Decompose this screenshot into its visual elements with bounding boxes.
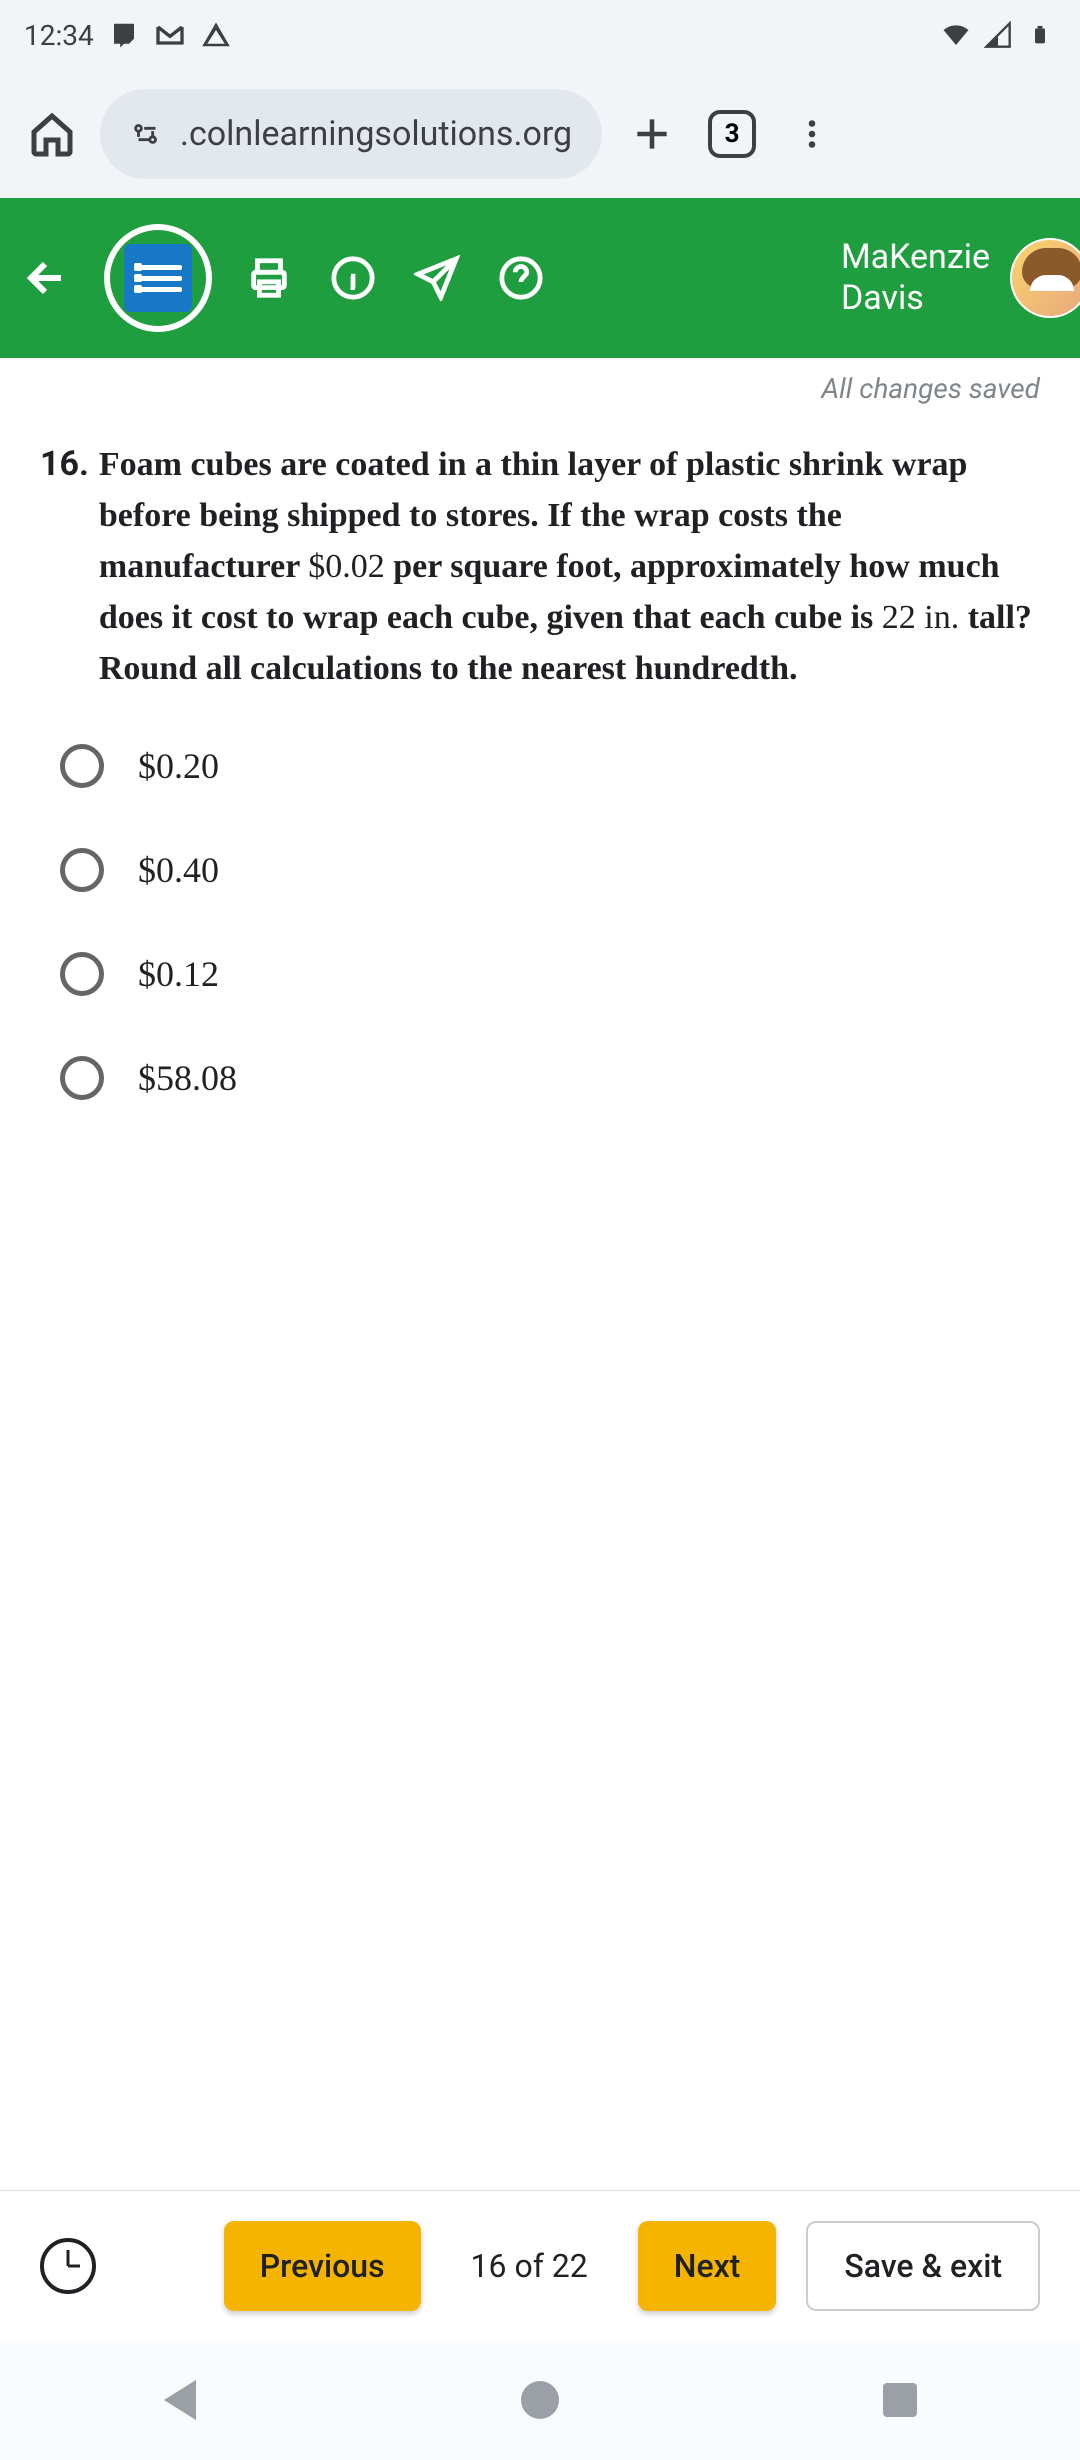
wifi-icon — [940, 19, 972, 51]
option-label: $58.08 — [138, 1057, 237, 1099]
tab-count: 3 — [725, 119, 740, 149]
option-c[interactable]: $0.12 — [60, 952, 1040, 996]
options-list: $0.20 $0.40 $0.12 $58.08 — [40, 744, 1040, 1100]
nav-back-button[interactable] — [155, 2375, 205, 2425]
question-area: 16. Foam cubes are coated in a thin laye… — [0, 419, 1080, 2190]
pager-text: 16 of 22 — [451, 2247, 608, 2285]
clock-time: 12:34 — [24, 19, 94, 52]
signal-icon — [982, 19, 1014, 51]
info-button[interactable] — [326, 251, 380, 305]
question-number: 16. — [40, 439, 89, 694]
option-b[interactable]: $0.40 — [60, 848, 1040, 892]
next-button[interactable]: Next — [638, 2221, 777, 2311]
radio-icon — [60, 1056, 104, 1100]
tabs-button[interactable]: 3 — [702, 104, 762, 164]
battery-icon — [1024, 19, 1056, 51]
radio-icon — [60, 848, 104, 892]
help-button[interactable] — [494, 251, 548, 305]
url-text: .colnlearningsolutions.org — [180, 114, 572, 154]
option-d[interactable]: $58.08 — [60, 1056, 1040, 1100]
option-label: $0.40 — [138, 849, 219, 891]
home-button[interactable] — [24, 106, 80, 162]
warning-icon — [200, 19, 232, 51]
option-a[interactable]: $0.20 — [60, 744, 1040, 788]
gmail-icon — [154, 19, 186, 51]
radio-icon — [60, 744, 104, 788]
option-label: $0.20 — [138, 745, 219, 787]
save-exit-button[interactable]: Save & exit — [806, 2221, 1040, 2311]
twitch-icon — [108, 19, 140, 51]
chrome-menu-button[interactable] — [782, 104, 842, 164]
send-button[interactable] — [410, 251, 464, 305]
previous-button[interactable]: Previous — [224, 2221, 421, 2311]
radio-icon — [60, 952, 104, 996]
android-status-bar: 12:34 — [0, 0, 1080, 70]
question-text: 16. Foam cubes are coated in a thin laye… — [40, 439, 1040, 694]
list-icon — [124, 244, 192, 312]
new-tab-button[interactable] — [622, 104, 682, 164]
bottom-nav: Previous 16 of 22 Next Save & exit — [0, 2190, 1080, 2340]
user-name: MaKenzie Davis — [841, 237, 990, 319]
app-toolbar: MaKenzie Davis — [0, 198, 1080, 358]
nav-recent-button[interactable] — [875, 2375, 925, 2425]
save-status: All changes saved — [0, 358, 1080, 419]
android-nav-bar — [0, 2340, 1080, 2460]
back-button[interactable] — [20, 251, 74, 305]
list-button[interactable] — [104, 224, 212, 332]
print-button[interactable] — [242, 251, 296, 305]
site-settings-icon — [130, 117, 164, 151]
url-bar[interactable]: .colnlearningsolutions.org — [100, 89, 602, 179]
timer-button[interactable] — [40, 2238, 96, 2294]
nav-home-button[interactable] — [515, 2375, 565, 2425]
option-label: $0.12 — [138, 953, 219, 995]
chrome-toolbar: .colnlearningsolutions.org 3 — [0, 70, 1080, 198]
avatar[interactable] — [1010, 238, 1080, 318]
